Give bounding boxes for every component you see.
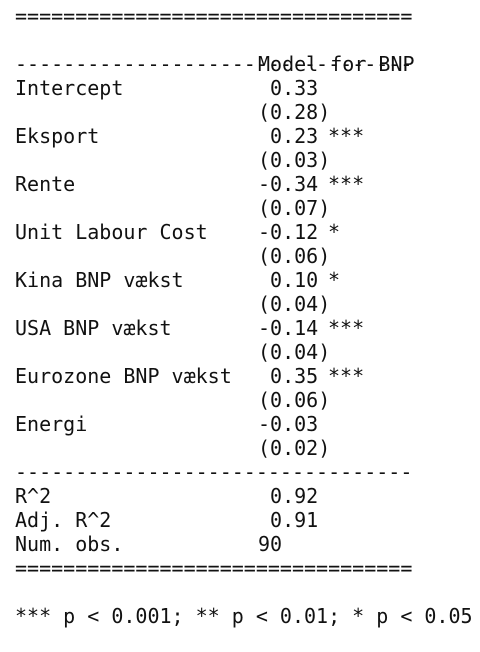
coef-name: USA BNP vækst bbox=[15, 316, 172, 340]
coef-std-error: (0.02) bbox=[258, 436, 331, 460]
header-row: Model for BNP bbox=[15, 28, 415, 76]
coef-row: Rente -0.34 *** bbox=[15, 172, 412, 196]
coef-estimate: -0.14 bbox=[258, 316, 319, 340]
se-row: (0.07) bbox=[15, 196, 412, 220]
se-row: (0.02) bbox=[15, 436, 412, 460]
coef-row: Energi -0.03 bbox=[15, 412, 412, 436]
coef-estimate: -0.03 bbox=[258, 412, 319, 436]
se-row: (0.06) bbox=[15, 388, 412, 412]
coef-std-error: (0.06) bbox=[258, 244, 331, 268]
coef-std-error: (0.07) bbox=[258, 196, 331, 220]
footnote-row: *** p < 0.001; ** p < 0.01; * p < 0.05 bbox=[15, 580, 473, 628]
coef-name: Energi bbox=[15, 412, 88, 436]
coef-significance: *** bbox=[328, 124, 365, 148]
coef-name: Unit Labour Cost bbox=[15, 220, 208, 244]
coef-std-error: (0.04) bbox=[258, 340, 331, 364]
significance-footnote: *** p < 0.001; ** p < 0.01; * p < 0.05 bbox=[15, 604, 473, 628]
coef-name: Eurozone BNP vækst bbox=[15, 364, 232, 388]
coef-estimate: 0.10 bbox=[258, 268, 319, 292]
coef-row: Unit Labour Cost -0.12 * bbox=[15, 220, 412, 244]
coef-estimate: 0.33 bbox=[258, 76, 319, 100]
stat-name: R^2 bbox=[15, 484, 52, 508]
coef-std-error: (0.03) bbox=[258, 148, 331, 172]
stat-row: R^2 0.92 bbox=[15, 484, 412, 508]
se-row: (0.28) bbox=[15, 100, 412, 124]
se-row: (0.04) bbox=[15, 292, 412, 316]
se-row: (0.06) bbox=[15, 244, 412, 268]
coef-name: Rente bbox=[15, 172, 76, 196]
regression-table: ================================= Model … bbox=[15, 4, 473, 628]
header-rule: --------------------------------- bbox=[15, 52, 413, 76]
top-rule: ================================= bbox=[15, 4, 413, 28]
stat-row: Adj. R^2 0.91 bbox=[15, 508, 412, 532]
coef-estimate: -0.12 bbox=[258, 220, 319, 244]
coef-significance: * bbox=[328, 220, 341, 244]
coef-significance: *** bbox=[328, 364, 365, 388]
coef-estimate: 0.35 bbox=[258, 364, 319, 388]
coef-std-error: (0.06) bbox=[258, 388, 331, 412]
coef-estimate: -0.34 bbox=[258, 172, 319, 196]
se-row: (0.04) bbox=[15, 340, 412, 364]
coef-row: Intercept 0.33 bbox=[15, 76, 412, 100]
stat-value: 0.92 bbox=[258, 484, 319, 508]
bottom-rule: ================================= bbox=[15, 556, 413, 580]
coef-significance: *** bbox=[328, 316, 365, 340]
coef-name: Eksport bbox=[15, 124, 100, 148]
coef-row: USA BNP vækst -0.14 *** bbox=[15, 316, 412, 340]
coef-estimate: 0.23 bbox=[258, 124, 319, 148]
stats-section: R^2 0.92 Adj. R^2 0.91 Num. obs. 90 bbox=[15, 484, 412, 556]
stat-value: 90 bbox=[258, 532, 283, 556]
coef-significance: *** bbox=[328, 172, 365, 196]
stat-row: Num. obs. 90 bbox=[15, 532, 412, 556]
stat-name: Adj. R^2 bbox=[15, 508, 112, 532]
coef-significance: * bbox=[328, 268, 341, 292]
coef-row: Kina BNP vækst 0.10 * bbox=[15, 268, 412, 292]
coef-name: Intercept bbox=[15, 76, 124, 100]
coef-std-error: (0.04) bbox=[258, 292, 331, 316]
model-header: Model for BNP bbox=[258, 52, 415, 76]
coef-row: Eksport 0.23 *** bbox=[15, 124, 412, 148]
stats-rule: --------------------------------- bbox=[15, 460, 413, 484]
coef-row: Eurozone BNP vækst 0.35 *** bbox=[15, 364, 412, 388]
coef-std-error: (0.28) bbox=[258, 100, 331, 124]
stat-name: Num. obs. bbox=[15, 532, 124, 556]
se-row: (0.03) bbox=[15, 148, 412, 172]
coefficients-section: Intercept 0.33 (0.28) Eksport 0.23 *** (0.03… bbox=[15, 76, 412, 460]
coef-name: Kina BNP vækst bbox=[15, 268, 184, 292]
stat-value: 0.91 bbox=[258, 508, 319, 532]
